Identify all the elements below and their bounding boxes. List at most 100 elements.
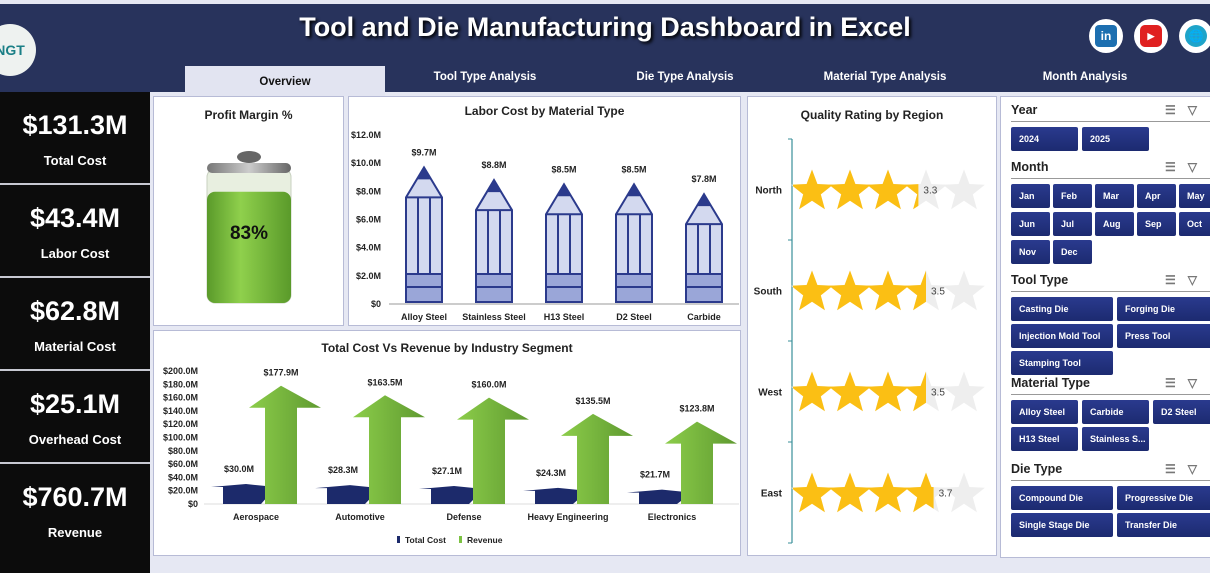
profit-margin-panel: Profit Margin % 83% [153,96,344,326]
x-tick-label: Automotive [335,512,385,522]
kpi-label: Labor Cost [40,246,110,261]
slicer-item-die-type[interactable]: Progressive Die [1117,486,1210,510]
kpi-label: Revenue [47,525,103,540]
kpi-overhead-cost: $25.1M Overhead Cost [0,371,150,464]
star-icon [867,472,909,513]
star-icon [829,169,871,210]
data-label: $7.8M [691,174,716,184]
kpi-revenue: $760.7M Revenue [0,464,150,557]
website-button[interactable]: 🌐 [1179,19,1210,53]
slicer-item-month[interactable]: Aug [1095,212,1134,236]
empty-star-icon [905,169,947,210]
x-tick-label: Heavy Engineering [527,512,608,522]
slicer-item-month[interactable]: Mar [1095,184,1134,208]
slicer-header-tool-type: Tool Type ☰▽ [1011,273,1210,292]
slicer-header-year: Year ☰▽ [1011,103,1210,122]
slicer-title: Material Type [1011,376,1090,390]
clear-filter-icon[interactable]: ▽ [1187,462,1209,476]
clear-filter-icon[interactable]: ▽ [1187,273,1209,287]
slicer-item-month[interactable]: Apr [1137,184,1176,208]
star-icon [793,169,833,210]
slicer-item-month[interactable]: Jun [1011,212,1050,236]
y-tick-label: $0 [371,299,381,309]
multi-select-icon[interactable]: ☰ [1165,462,1188,476]
labor-cost-panel: Labor Cost by Material Type $0 $2.0M $4.0M… [348,96,741,326]
tab-overview[interactable]: Overview [185,66,385,96]
y-tick-label: $2.0M [356,271,381,281]
data-label: $8.5M [621,164,646,174]
slicer-item-material-type[interactable]: Alloy Steel [1011,400,1078,424]
slicer-item-material-type[interactable]: H13 Steel [1011,427,1078,451]
star-icon [905,472,934,513]
legend-label-revenue: Revenue [467,535,503,545]
youtube-button[interactable]: ▶ [1134,19,1168,53]
multi-select-icon[interactable]: ☰ [1165,273,1188,287]
multi-select-icon[interactable]: ☰ [1165,103,1188,117]
slicer-item-month[interactable]: May [1179,184,1210,208]
revenue-label: $163.5M [367,377,402,387]
clear-filter-icon[interactable]: ▽ [1187,376,1209,390]
y-tick-label: $4.0M [356,243,381,253]
slicer-item-year[interactable]: 2025 [1082,127,1149,151]
panel-title: Total Cost Vs Revenue by Industry Segmen… [321,341,573,355]
star-icon [867,371,909,412]
tab-month-analysis[interactable]: Month Analysis [1042,71,1128,83]
total-cost-bar [419,485,484,504]
youtube-icon: ▶ [1140,25,1162,47]
labor-cost-chart: $0 $2.0M $4.0M $6.0M $8.0M $10.0M $12.0M $9.7M A… [351,130,739,322]
total-cost-label: $28.3M [328,465,358,475]
slicer-header-material-type: Material Type ☰▽ [1011,376,1210,395]
quality-rating-chart: North 3.3 South 3.5 West 3.5 East 3.7 [754,138,985,544]
dashboard-title: Tool and Die Manufacturing Dashboard in … [299,12,911,42]
slicer-tools: ☰▽ [1165,103,1209,117]
clear-filter-icon[interactable]: ▽ [1187,103,1209,117]
slicer-item-month[interactable]: Nov [1011,240,1050,264]
slicer-item-material-type[interactable]: D2 Steel [1153,400,1210,424]
multi-select-icon[interactable]: ☰ [1165,160,1188,174]
slicer-item-month[interactable]: Jul [1053,212,1092,236]
star-icon [829,270,871,311]
rating-stars-south [793,270,926,311]
slicer-item-year[interactable]: 2024 [1011,127,1078,151]
slicer-item-die-type[interactable]: Single Stage Die [1011,513,1113,537]
clear-filter-icon[interactable]: ▽ [1187,160,1209,174]
star-icon [905,270,926,311]
y-tick-label: $8.0M [356,186,381,196]
y-tick-label: $200.0M [163,366,198,376]
slicer-item-material-type[interactable]: Stainless S... [1082,427,1149,451]
x-tick-label: Defense [446,512,481,522]
pencil-tip [697,194,711,207]
slicer-header-die-type: Die Type ☰▽ [1011,462,1210,481]
slicer-item-die-type[interactable]: Transfer Die [1117,513,1210,537]
slicer-item-month[interactable]: Feb [1053,184,1092,208]
total-cost-bar [315,485,380,504]
slicer-item-tool-type[interactable]: Stamping Tool [1011,351,1113,375]
slicer-item-tool-type[interactable]: Injection Mold Tool [1011,324,1113,348]
tab-tool-type-analysis[interactable]: Tool Type Analysis [433,71,537,83]
multi-select-icon[interactable]: ☰ [1165,376,1188,390]
pencil-bar [615,182,653,303]
slicer-tools: ☰▽ [1165,160,1209,174]
y-tick-label: $20.0M [168,486,198,496]
region-label: West [758,388,782,399]
x-tick-label: Carbide [687,312,721,322]
empty-star-icon [943,270,985,311]
kpi-label: Overhead Cost [28,432,122,447]
slicer-item-material-type[interactable]: Carbide [1082,400,1149,424]
x-tick-label: Aerospace [233,512,279,522]
tab-material-type-analysis[interactable]: Material Type Analysis [823,71,947,83]
total-cost-label: $24.3M [536,468,566,478]
slicer-item-die-type[interactable]: Compound Die [1011,486,1113,510]
slicer-item-month[interactable]: Jan [1011,184,1050,208]
slicer-item-tool-type[interactable]: Forging Die [1117,297,1210,321]
x-tick-label: H13 Steel [544,312,585,322]
slicer-item-tool-type[interactable]: Press Tool [1117,324,1210,348]
linkedin-button[interactable]: in [1089,19,1123,53]
slicer-item-month[interactable]: Dec [1053,240,1092,264]
slicer-item-tool-type[interactable]: Casting Die [1011,297,1113,321]
slicer-item-month[interactable]: Sep [1137,212,1176,236]
tab-die-type-analysis[interactable]: Die Type Analysis [636,71,734,83]
y-tick-label: $60.0M [168,459,198,469]
slicer-item-month[interactable]: Oct [1179,212,1210,236]
quality-rating-panel: Quality Rating by Region North 3.3 South 3.… [747,96,997,556]
